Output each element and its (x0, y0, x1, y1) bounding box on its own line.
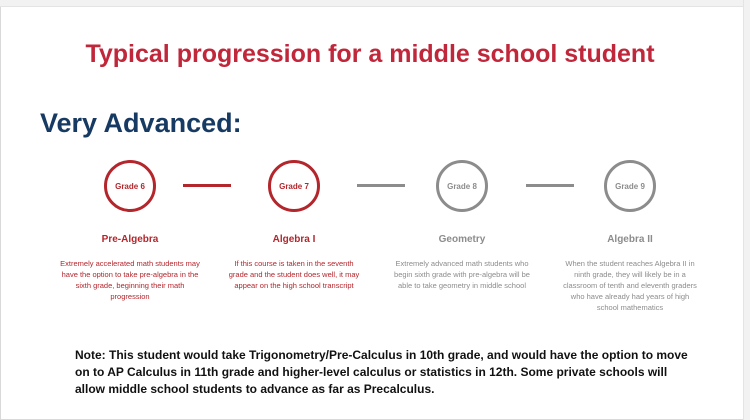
connector-line (183, 184, 231, 187)
course-description: Extremely accelerated math students may … (60, 259, 200, 301)
grade-circle: Grade 6 (104, 160, 156, 212)
grade-label: Grade 9 (615, 181, 645, 191)
grade-label: Grade 8 (447, 181, 477, 191)
connector-line (526, 184, 574, 187)
track-heading: Very Advanced: (40, 108, 242, 138)
course-name: Pre-Algebra (101, 234, 159, 245)
course-description: If this course is taken in the seventh g… (228, 259, 360, 290)
window-top-edge (0, 0, 750, 7)
progression-note: Note: This student would take Trigonomet… (75, 348, 688, 396)
progression-step-grade-6: Grade 6 Pre-Algebra Extremely accelerate… (55, 160, 205, 303)
progression-step-grade-9: Grade 9 Algebra II When the student reac… (555, 160, 705, 313)
progression-step-grade-8: Grade 8 Geometry Extremely advanced math… (387, 160, 537, 292)
progression-step-grade-7: Grade 7 Algebra I If this course is take… (219, 160, 369, 292)
course-description: Extremely advanced math students who beg… (394, 259, 530, 290)
grade-label: Grade 6 (115, 181, 145, 191)
window-right-edge (743, 0, 750, 420)
grade-circle: Grade 7 (268, 160, 320, 212)
course-name: Algebra II (607, 234, 653, 245)
grade-circle: Grade 8 (436, 160, 488, 212)
course-name: Geometry (438, 234, 486, 245)
connector-line (357, 184, 405, 187)
grade-label: Grade 7 (279, 181, 309, 191)
grade-circle: Grade 9 (604, 160, 656, 212)
slide-title: Typical progression for a middle school … (85, 40, 655, 68)
course-description: When the student reaches Algebra II in n… (563, 259, 697, 312)
course-name: Algebra I (272, 234, 316, 245)
